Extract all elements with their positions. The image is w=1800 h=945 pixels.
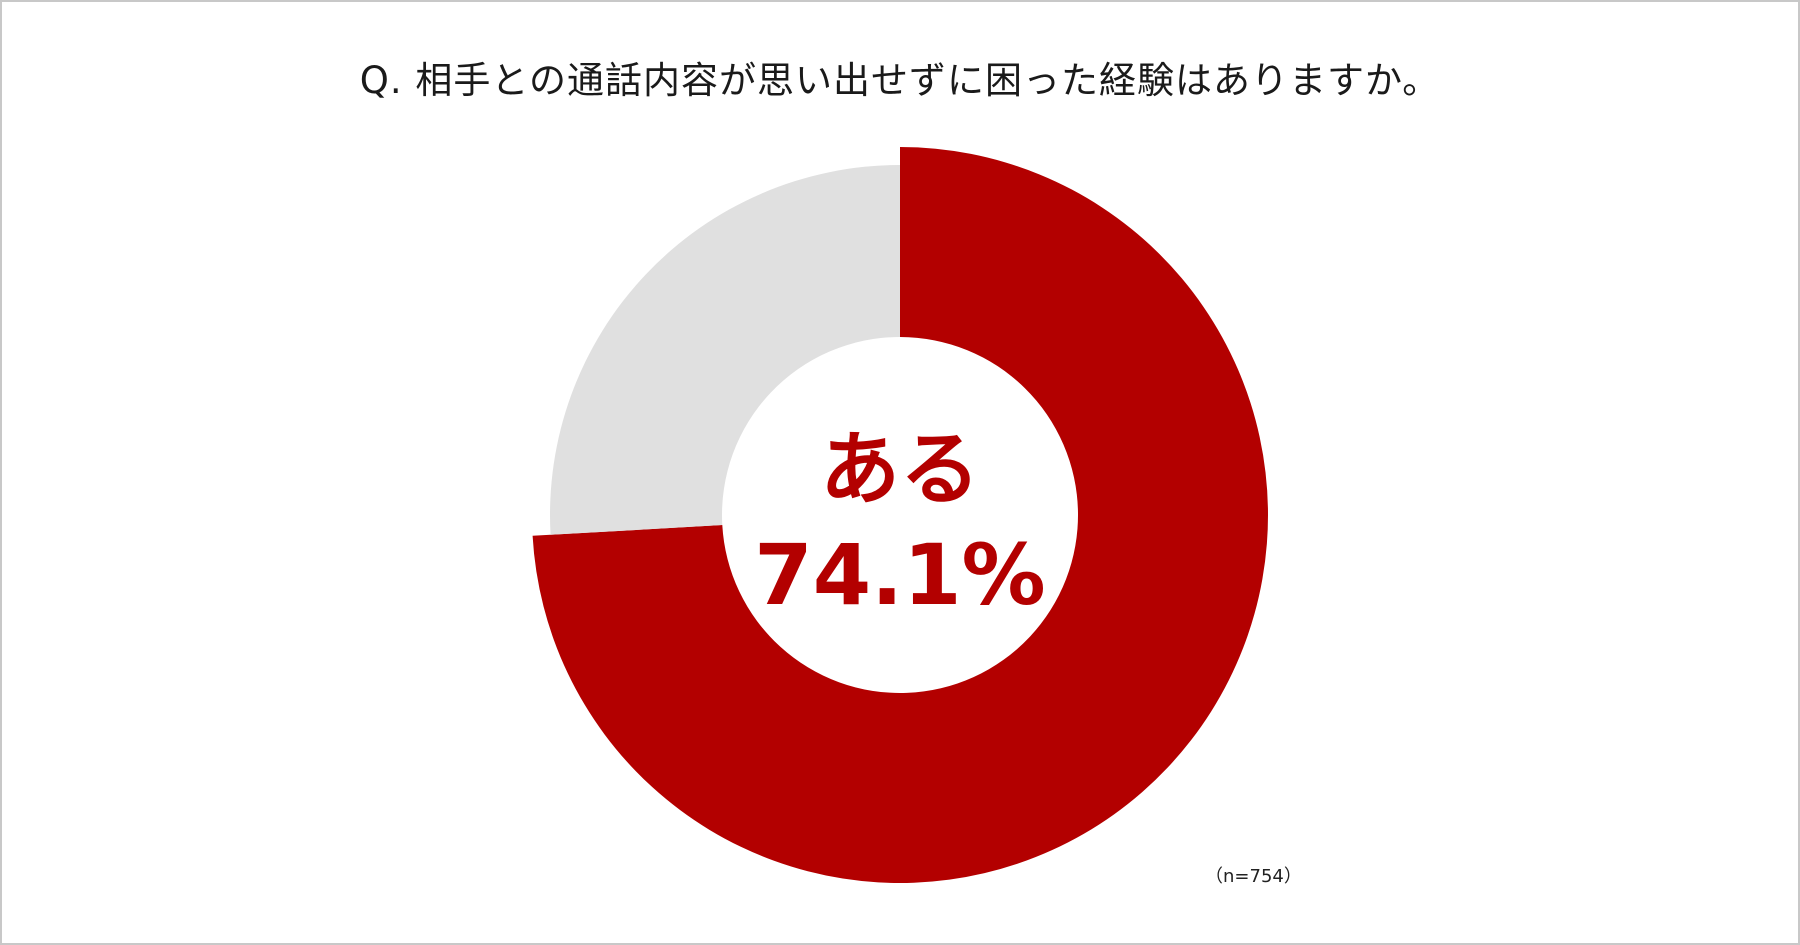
center-value-label: 74.1% — [754, 526, 1046, 624]
chart-title: Q. 相手との通話内容が思い出せずに困った経験はありますか。 — [359, 59, 1441, 102]
sample-size-note: （n=754） — [1205, 866, 1302, 887]
donut-slice-other — [550, 165, 900, 535]
donut-slice-aru — [532, 147, 1268, 883]
center-category-label: ある — [820, 423, 980, 516]
